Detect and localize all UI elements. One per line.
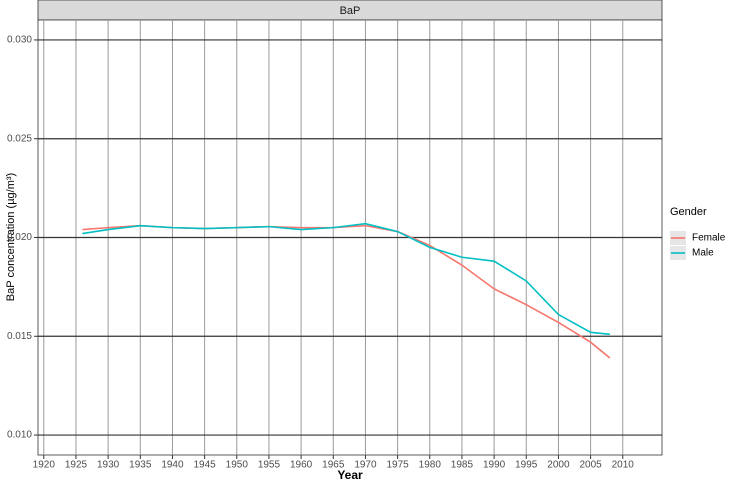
x-tick-label: 1960 bbox=[290, 460, 313, 471]
legend-label: Male bbox=[692, 248, 714, 259]
x-tick-label: 2000 bbox=[547, 460, 570, 471]
x-tick-label: 1980 bbox=[419, 460, 442, 471]
x-tick-label: 1950 bbox=[226, 460, 249, 471]
x-tick-label: 1975 bbox=[386, 460, 409, 471]
y-tick-label: 0.020 bbox=[7, 232, 32, 243]
x-tick-label: 1945 bbox=[193, 460, 216, 471]
x-tick-label: 1995 bbox=[515, 460, 538, 471]
x-axis-title: Year bbox=[337, 468, 363, 482]
legend-title: Gender bbox=[670, 206, 707, 218]
x-tick-label: 1965 bbox=[322, 460, 345, 471]
x-tick-label: 1970 bbox=[354, 460, 377, 471]
chart-title: BaP bbox=[340, 5, 361, 17]
x-tick-label: 1925 bbox=[65, 460, 88, 471]
x-tick-label: 1930 bbox=[97, 460, 120, 471]
y-axis-title: BaP concentration (µg/m³) bbox=[5, 173, 17, 301]
y-tick-label: 0.025 bbox=[7, 133, 32, 144]
legend-label: Female bbox=[692, 233, 726, 244]
x-tick-label: 1955 bbox=[258, 460, 281, 471]
x-tick-label: 2005 bbox=[579, 460, 602, 471]
y-tick-label: 0.030 bbox=[7, 35, 32, 46]
series-line bbox=[82, 222, 610, 336]
y-tick-label: 0.015 bbox=[7, 331, 32, 342]
y-tick-label: 0.010 bbox=[7, 430, 32, 441]
x-tick-label: 1990 bbox=[483, 460, 506, 471]
x-tick-label: 1940 bbox=[161, 460, 184, 471]
x-tick-label: 1920 bbox=[33, 460, 56, 471]
x-tick-label: 2010 bbox=[612, 460, 635, 471]
x-tick-label: 1935 bbox=[129, 460, 152, 471]
x-tick-label: 1985 bbox=[451, 460, 474, 471]
